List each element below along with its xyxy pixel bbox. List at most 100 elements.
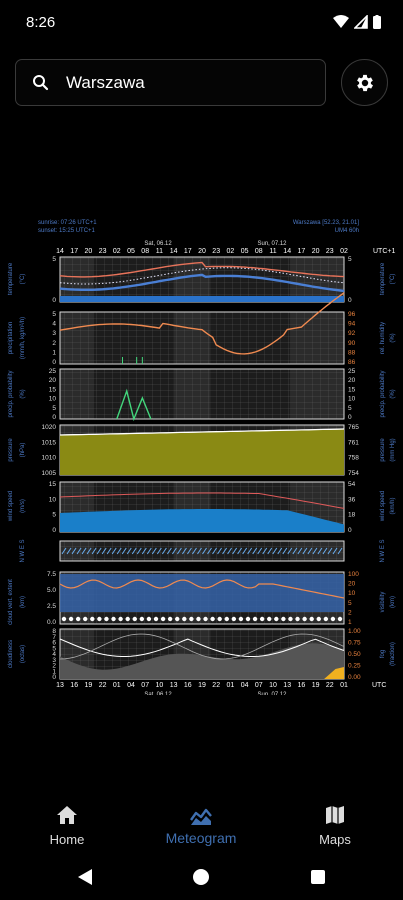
mid-cloud-line bbox=[59, 633, 345, 660]
precip-type-dot bbox=[238, 616, 244, 622]
wind-direction-arrow bbox=[237, 547, 243, 555]
precip-type-dot bbox=[125, 616, 130, 622]
wind-speed-fill bbox=[60, 509, 344, 532]
temp-left-unit: (°C) bbox=[20, 274, 26, 285]
probability-left-tick: 15 bbox=[49, 386, 57, 393]
wind-direction-arrow bbox=[327, 547, 333, 555]
precipitation-left-tick: 4 bbox=[52, 321, 56, 328]
probability-left-tick: 25 bbox=[49, 368, 57, 375]
probability-right-tick: 20 bbox=[348, 377, 356, 384]
wind-direction-arrow bbox=[337, 547, 343, 555]
cloud_extent-right-tick: 10 bbox=[348, 590, 356, 597]
day-label-2: Sun, 07.12 bbox=[257, 241, 287, 247]
home-icon bbox=[57, 806, 77, 824]
cloudiness-left-tick: 2 bbox=[52, 663, 56, 670]
cloudiness-left-tick: 1 bbox=[52, 668, 56, 675]
precipitation-right-tick: 86 bbox=[348, 359, 356, 366]
visibility-line bbox=[59, 579, 345, 599]
precip-type-dot bbox=[267, 616, 272, 622]
home-circle-icon[interactable] bbox=[192, 868, 210, 886]
search-input[interactable]: Warszawa bbox=[66, 73, 145, 92]
direction-panel-grid bbox=[60, 541, 344, 561]
wind-direction-arrow bbox=[71, 547, 77, 555]
temp-right-label: temperature bbox=[380, 262, 386, 295]
wind-direction-arrow bbox=[126, 547, 132, 555]
location-search-field[interactable]: Warszawa bbox=[15, 59, 326, 106]
probability-right-tick: 0 bbox=[348, 414, 352, 421]
wind-right-tick: 36 bbox=[348, 496, 356, 503]
precip-type-dot bbox=[245, 616, 251, 622]
probability-panel-frame bbox=[59, 368, 345, 420]
wind-gust-line bbox=[59, 492, 345, 509]
bottom-hour-label: 22 bbox=[212, 682, 220, 689]
prob-left-unit: (%) bbox=[20, 389, 26, 398]
top-hour-label: 05 bbox=[241, 248, 249, 255]
meteogram-icon bbox=[190, 808, 212, 825]
wind-direction-arrow bbox=[182, 547, 187, 555]
pressure-left-tick: 1010 bbox=[42, 455, 57, 462]
top-hour-label: 02 bbox=[227, 248, 235, 255]
direction-right-label: N W E S bbox=[380, 539, 386, 562]
wind-direction-arrow bbox=[131, 547, 137, 555]
precip-type-dot bbox=[90, 616, 95, 622]
bottom-hour-label: 01 bbox=[227, 682, 235, 689]
cloud_extent-left-tick: 0.0 bbox=[47, 619, 56, 626]
top-timezone: UTC+1 bbox=[373, 248, 395, 255]
pressure-fill bbox=[60, 429, 344, 475]
top-hour-label: 05 bbox=[127, 248, 135, 255]
nav-home-label: Home bbox=[49, 832, 85, 847]
cloudiness-right-tick: 1.00 bbox=[348, 628, 361, 635]
bottom-hour-label: 16 bbox=[184, 682, 192, 689]
wind-direction-arrow bbox=[96, 547, 102, 555]
low-cloud-fill bbox=[60, 643, 344, 679]
top-hour-labels: 14 17 20 23 02 05 08 11 14 17 20 23 02 05 08 11 14 17 20 23… bbox=[56, 248, 348, 255]
nav-maps[interactable]: Maps bbox=[268, 792, 402, 858]
probability-left-tick: 0 bbox=[52, 414, 56, 421]
precipitation-panel-grid bbox=[60, 312, 344, 364]
wind-direction-arrow bbox=[156, 547, 162, 555]
wind-direction-arrow bbox=[192, 547, 197, 555]
prob-left-label: precip. probability bbox=[8, 370, 14, 417]
status-icons bbox=[333, 15, 381, 29]
bottom-hour-label: 22 bbox=[326, 682, 334, 689]
precip-type-dot bbox=[132, 616, 137, 622]
precip-type-dot bbox=[104, 616, 109, 622]
sunset-text: sunset: 15:25 UTC+1 bbox=[38, 228, 96, 234]
map-icon bbox=[326, 806, 344, 824]
pressure-right-tick: 765 bbox=[348, 424, 359, 431]
nav-meteogram[interactable]: Meteogram bbox=[134, 792, 268, 858]
settings-button[interactable] bbox=[341, 59, 388, 106]
top-hour-label: 11 bbox=[269, 248, 276, 255]
wind-direction-arrow bbox=[171, 547, 177, 555]
nav-home[interactable]: Home bbox=[0, 792, 134, 858]
wind-direction-arrow bbox=[121, 547, 127, 555]
probability-left-tick: 20 bbox=[49, 377, 57, 384]
wind-direction-arrow bbox=[267, 547, 273, 555]
prob-right-unit: (%) bbox=[390, 389, 396, 398]
location-text: Warszawa [52.23, 21.01] bbox=[293, 220, 359, 226]
day-label-1: Sat, 06.12 bbox=[144, 241, 172, 247]
wind-direction-arrow bbox=[76, 547, 82, 555]
wind-direction-arrow bbox=[222, 547, 227, 555]
wind-direction-arrow bbox=[91, 547, 97, 555]
wind-direction-arrow bbox=[232, 547, 238, 555]
humidity-right-label: rel. humidity bbox=[380, 322, 386, 354]
pressure-left-tick: 1005 bbox=[42, 470, 57, 477]
direction-panel-frame bbox=[59, 540, 345, 562]
precip-type-dot bbox=[118, 616, 123, 622]
search-icon bbox=[33, 75, 49, 91]
top-hour-label: 14 bbox=[56, 248, 64, 255]
temperature-max-line bbox=[59, 261, 345, 278]
visibility-right-label: visibility bbox=[380, 592, 386, 613]
bottom-hour-label: 07 bbox=[141, 682, 149, 689]
precip-type-dot bbox=[175, 616, 180, 622]
prob-right-label: precip. probability bbox=[380, 370, 386, 417]
precip-type-dot bbox=[217, 616, 222, 622]
wind-direction-arrow bbox=[322, 547, 328, 555]
humidity-right-unit: (%) bbox=[390, 333, 396, 342]
top-hour-label: 23 bbox=[99, 248, 107, 255]
wind-right-tick: 18 bbox=[348, 512, 356, 519]
back-icon[interactable] bbox=[77, 868, 93, 886]
recents-icon[interactable] bbox=[310, 869, 326, 885]
cloudiness-left-label: cloudiness bbox=[8, 640, 14, 668]
